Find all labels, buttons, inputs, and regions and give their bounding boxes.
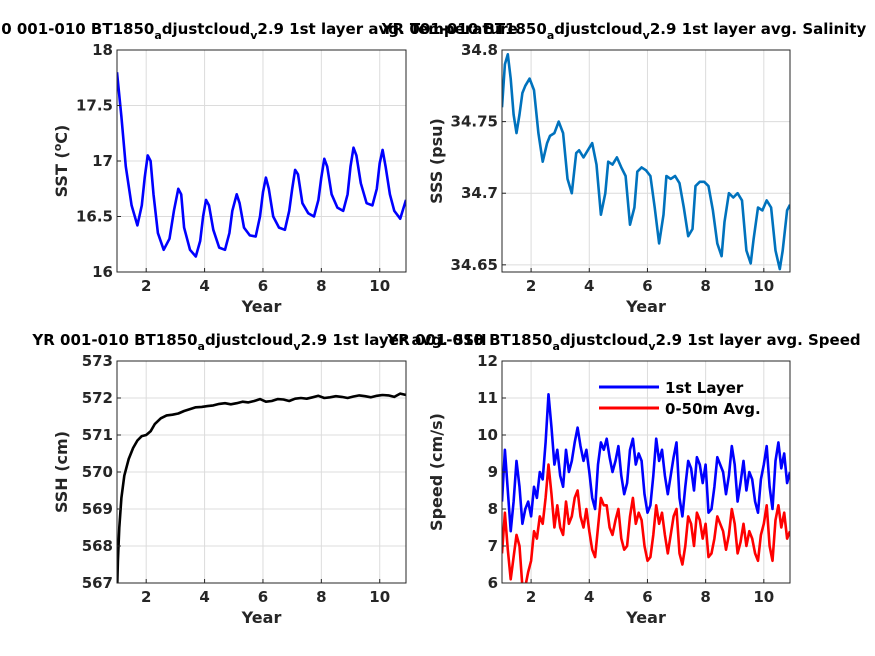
x-tick-label: 4 <box>199 588 209 606</box>
x-tick-label: 2 <box>526 277 536 295</box>
y-axis-label-part: SSS (psu) <box>427 118 446 204</box>
y-axis-label-part: SST ( <box>52 151 71 197</box>
chart-title-part: a <box>198 340 205 353</box>
y-tick-label: 7 <box>488 537 498 555</box>
y-tick-label: 34.7 <box>461 184 498 202</box>
y-axis-label: SST (oC) <box>51 125 71 198</box>
chart-title-part: djustcloud <box>205 331 293 349</box>
x-tick-label: 10 <box>753 588 774 606</box>
x-axis-label: Year <box>625 297 666 316</box>
x-tick-label: 6 <box>642 588 652 606</box>
chart-title-part: a <box>547 29 554 42</box>
y-axis-label: Speed (cm/s) <box>427 413 446 531</box>
y-tick-label: 570 <box>82 463 113 481</box>
y-tick-label: 16.5 <box>76 208 113 226</box>
x-tick-label: 2 <box>141 277 151 295</box>
x-axis-label: Year <box>625 608 666 627</box>
chart-title-part: djustcloud <box>560 331 648 349</box>
chart-title-part: djustcloud <box>162 20 250 38</box>
x-tick-label: 8 <box>316 277 326 295</box>
legend-label: 1st Layer <box>665 379 744 397</box>
x-tick-label: 8 <box>700 588 710 606</box>
y-axis-label-part: o <box>51 143 64 151</box>
chart-title-part: YR 001-010 BT1850 <box>31 331 197 349</box>
ssh-series-line-0 <box>117 392 406 583</box>
y-tick-label: 12 <box>477 352 498 370</box>
y-axis-label-part: SSH (cm) <box>52 431 71 513</box>
speed-series-line-1 <box>502 463 790 583</box>
y-tick-label: 6 <box>488 574 498 592</box>
y-tick-label: 34.8 <box>461 41 498 59</box>
x-tick-label: 10 <box>753 277 774 295</box>
speed-series-line-0 <box>502 392 790 533</box>
chart-title-part: 2.9 1st layer avg. Temperature <box>257 20 517 38</box>
y-tick-label: 573 <box>82 352 113 370</box>
chart-title-part: v <box>643 29 651 42</box>
x-tick-label: 10 <box>369 588 390 606</box>
y-tick-label: 572 <box>82 389 113 407</box>
chart-title-part: YR 001-010 BT1850 <box>386 331 552 349</box>
sss-series-line-0 <box>502 52 790 271</box>
y-tick-label: 568 <box>82 537 113 555</box>
x-tick-label: 8 <box>700 277 710 295</box>
y-tick-label: 569 <box>82 500 113 518</box>
chart-title-part: v <box>250 29 258 42</box>
y-tick-label: 34.65 <box>451 256 498 274</box>
chart-title-part: djustcloud <box>554 20 642 38</box>
chart-title-part: 2.9 1st layer avg. SSH <box>301 331 487 349</box>
x-tick-label: 6 <box>642 277 652 295</box>
sst-panel: 2 4 6 8 10 16 16.5 17 17.5 18 Year SST (oC) 0 001-01… <box>1 20 518 316</box>
y-axis-label-part: C) <box>52 125 71 144</box>
chart-title-part: a <box>154 29 161 42</box>
chart-title: YR 001-010 BT1850adjustcloudv2.9 1st lay… <box>386 331 860 353</box>
x-tick-label: 4 <box>584 588 594 606</box>
x-axis-label: Year <box>241 608 282 627</box>
speed-panel: 2 4 6 8 10 6 7 8 9 10 11 12 Year Speed (cm/s) YR 001-0… <box>386 331 860 627</box>
sss-panel: 2 4 6 8 10 34.65 34.7 34.75 34.8 Year SSS (psu) YR … <box>381 20 867 316</box>
chart-title-part: 2.9 1st layer avg. Salinity <box>650 20 867 38</box>
y-tick-label: 567 <box>82 574 113 592</box>
axes-frame <box>501 49 791 273</box>
chart-title: YR 001-010 BT1850adjustcloudv2.9 1st lay… <box>381 20 867 42</box>
y-tick-label: 10 <box>477 426 498 444</box>
chart-title: 0 001-010 BT1850adjustcloudv2.9 1st laye… <box>1 20 518 42</box>
chart-title-part: a <box>552 340 559 353</box>
y-tick-label: 11 <box>477 389 498 407</box>
y-axis-label: SSH (cm) <box>52 431 71 513</box>
chart-title-part: 0 001-010 BT1850 <box>1 20 154 38</box>
x-tick-label: 2 <box>141 588 151 606</box>
x-axis-label: Year <box>241 297 282 316</box>
x-tick-label: 8 <box>316 588 326 606</box>
chart-title-part: YR 001-010 BT1850 <box>381 20 547 38</box>
chart-title-part: v <box>648 340 656 353</box>
x-tick-label: 4 <box>199 277 209 295</box>
x-tick-label: 10 <box>369 277 390 295</box>
chart-title-part: 2.9 1st layer avg. Speed <box>656 331 861 349</box>
y-tick-label: 8 <box>488 500 498 518</box>
chart-title-part: v <box>293 340 301 353</box>
y-tick-label: 16 <box>92 263 113 281</box>
x-tick-label: 4 <box>584 277 594 295</box>
x-tick-label: 2 <box>526 588 536 606</box>
x-tick-label: 6 <box>258 277 268 295</box>
y-axis-label-part: Speed (cm/s) <box>427 413 446 531</box>
y-tick-label: 571 <box>82 426 113 444</box>
sst-series-line-0 <box>117 72 406 258</box>
y-axis-label: SSS (psu) <box>427 118 446 204</box>
y-tick-label: 9 <box>488 463 498 481</box>
y-tick-label: 17.5 <box>76 97 113 115</box>
y-tick-label: 17 <box>92 152 113 170</box>
ssh-panel: 2 4 6 8 10 567 568 569 570 571 572 573 Year SSH (cm) Y… <box>31 331 486 627</box>
y-tick-label: 34.75 <box>451 113 498 131</box>
x-tick-label: 6 <box>258 588 268 606</box>
legend-label: 0-50m Avg. <box>665 400 761 418</box>
chart-title: YR 001-010 BT1850adjustcloudv2.9 1st lay… <box>31 331 486 353</box>
y-tick-label: 18 <box>92 41 113 59</box>
